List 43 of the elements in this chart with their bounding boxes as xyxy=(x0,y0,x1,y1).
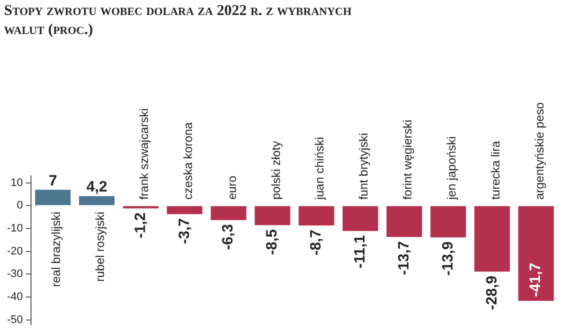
x-tick-label: real brazylijski xyxy=(49,212,64,288)
bar xyxy=(254,206,290,226)
data-label: -6,3 xyxy=(220,224,237,250)
chart-title: Stopy zwrotu wobec dolara za 2022 r. z wybranych walut (proc.) xyxy=(4,2,353,40)
data-label: -1,2 xyxy=(132,212,149,238)
data-label: -41,7 xyxy=(527,262,544,297)
bar xyxy=(474,206,510,272)
y-tick-label: -20 xyxy=(6,245,23,258)
y-tick-label: -40 xyxy=(6,291,23,304)
data-label: -8,7 xyxy=(308,230,325,256)
bar xyxy=(342,206,378,232)
x-tick-label: jen japoński xyxy=(444,136,458,201)
x-tick-label: funt brytyjski xyxy=(356,132,371,200)
bar xyxy=(166,206,202,214)
bar xyxy=(298,206,334,226)
bar xyxy=(210,206,246,220)
data-label: 4,2 xyxy=(86,178,108,196)
bar xyxy=(79,196,115,206)
data-label: -28,9 xyxy=(483,276,500,310)
data-label: -11,1 xyxy=(351,235,368,268)
x-tick-label: forint węgierski xyxy=(400,120,415,200)
data-label: -8,5 xyxy=(264,229,281,255)
bar xyxy=(518,206,554,301)
x-tick-label: rubel rosyjski xyxy=(93,212,108,282)
data-label: -3,7 xyxy=(176,218,193,244)
y-tick-label: -10 xyxy=(6,222,23,235)
x-tick-label: czeska korona xyxy=(180,122,195,200)
data-label: -13,7 xyxy=(395,240,412,276)
data-label: 7 xyxy=(48,172,58,190)
y-tick-label: 0 xyxy=(16,200,23,212)
bar xyxy=(430,206,466,238)
x-tick-label: euro xyxy=(224,175,239,200)
x-tick-label: turecka lira xyxy=(488,140,502,200)
x-tick-label: frank szwajcarski xyxy=(137,108,152,200)
y-tick-label: -30 xyxy=(6,268,23,280)
data-label: -13,9 xyxy=(439,241,456,276)
bar xyxy=(35,190,71,206)
x-tick-label: juan chiński xyxy=(312,136,327,201)
x-tick-label: polski złoty xyxy=(268,140,283,200)
y-tick-label: -50 xyxy=(6,314,23,326)
y-tick-label: 10 xyxy=(10,176,23,189)
bar xyxy=(386,206,422,237)
x-tick-label: argentyńskie peso xyxy=(532,102,546,200)
